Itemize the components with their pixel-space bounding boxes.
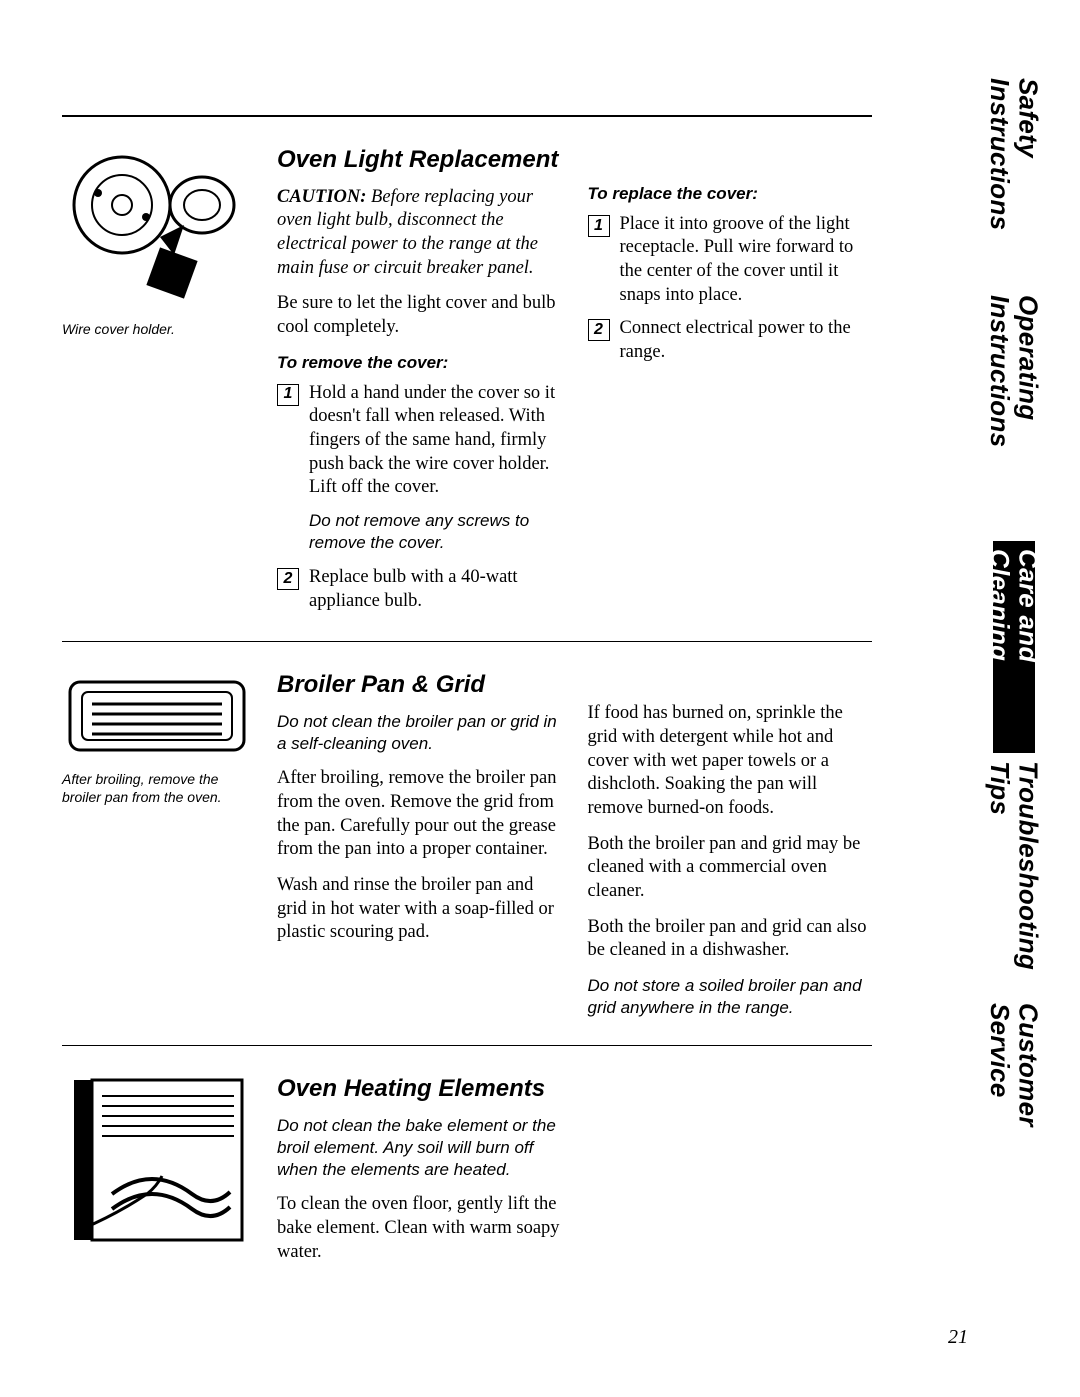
text-columns: Oven Light Replacement CAUTION: Before r… (277, 145, 872, 623)
broiler-p5: Both the broiler pan and grid can also b… (588, 916, 873, 963)
caution-label: CAUTION: (277, 187, 366, 207)
page-content: Wire cover holder. Oven Light Replacemen… (62, 115, 872, 1276)
step-text: Replace bulb with a 40-watt appliance bu… (309, 566, 562, 613)
column-left: Oven Light Replacement CAUTION: Before r… (277, 145, 562, 623)
side-tab-strip: Safety Instructions Operating Instructio… (993, 70, 1035, 1200)
column-right (588, 1074, 873, 1276)
illustration-column (62, 1074, 277, 1276)
caution-paragraph: CAUTION: Before replacing your oven ligh… (277, 186, 562, 281)
text-columns: Broiler Pan & Grid Do not clean the broi… (277, 670, 872, 1031)
remove-note: Do not remove any screws to remove the c… (309, 510, 562, 554)
broiler-p2: Wash and rinse the broiler pan and grid … (277, 874, 562, 945)
broiler-note-1: Do not clean the broiler pan or grid in … (277, 711, 562, 755)
top-rule (62, 115, 872, 117)
elements-p1: To clean the oven floor, gently lift the… (277, 1193, 562, 1264)
tab-troubleshooting-tips[interactable]: Troubleshooting Tips (993, 753, 1035, 996)
oven-element-illustration (62, 1074, 252, 1249)
broiler-p1: After broiling, remove the broiler pan f… (277, 767, 562, 862)
remove-step-2: 2 Replace bulb with a 40-watt appliance … (277, 566, 562, 613)
tab-safety-instructions[interactable]: Safety Instructions (993, 70, 1035, 287)
section-divider (62, 1045, 872, 1046)
column-right: To replace the cover: 1 Place it into gr… (588, 145, 873, 623)
remove-step-1: 1 Hold a hand under the cover so it does… (277, 382, 562, 500)
section-divider (62, 641, 872, 642)
tab-care-and-cleaning[interactable]: Care and Cleaning (993, 541, 1035, 752)
section-title: Oven Light Replacement (277, 145, 562, 176)
manual-page: Safety Instructions Operating Instructio… (0, 0, 1080, 1397)
column-right: If food has burned on, sprinkle the grid… (588, 670, 873, 1031)
step-number-icon: 2 (277, 568, 299, 590)
replace-cover-heading: To replace the cover: (588, 183, 873, 205)
step-number-icon: 1 (588, 215, 610, 237)
illustration-caption: After broiling, remove the broiler pan f… (62, 771, 259, 806)
text-columns: Oven Heating Elements Do not clean the b… (277, 1074, 872, 1276)
step-number-icon: 2 (588, 319, 610, 341)
step-number-icon: 1 (277, 384, 299, 406)
illustration-caption: Wire cover holder. (62, 321, 259, 339)
replace-step-1: 1 Place it into groove of the light rece… (588, 213, 873, 308)
illustration-column: After broiling, remove the broiler pan f… (62, 670, 277, 1031)
section-heating-elements: Oven Heating Elements Do not clean the b… (62, 1074, 872, 1276)
page-number: 21 (948, 1326, 968, 1349)
remove-cover-heading: To remove the cover: (277, 352, 562, 374)
section-oven-light: Wire cover holder. Oven Light Replacemen… (62, 145, 872, 623)
illustration-column: Wire cover holder. (62, 145, 277, 623)
column-left: Oven Heating Elements Do not clean the b… (277, 1074, 562, 1276)
column-left: Broiler Pan & Grid Do not clean the broi… (277, 670, 562, 1031)
replace-step-2: 2 Connect electrical power to the range. (588, 317, 873, 364)
section-broiler-pan: After broiling, remove the broiler pan f… (62, 670, 872, 1031)
broiler-note-2: Do not store a soiled broiler pan and gr… (588, 975, 873, 1019)
elements-note: Do not clean the bake element or the bro… (277, 1115, 562, 1181)
cool-completely-text: Be sure to let the light cover and bulb … (277, 292, 562, 339)
step-text: Place it into groove of the light recept… (620, 213, 873, 308)
broiler-p4: Both the broiler pan and grid may be cle… (588, 833, 873, 904)
tab-operating-instructions[interactable]: Operating Instructions (993, 287, 1035, 542)
step-text: Connect electrical power to the range. (620, 317, 873, 364)
oven-light-illustration (62, 145, 252, 315)
broiler-p3: If food has burned on, sprinkle the grid… (588, 702, 873, 820)
section-title: Oven Heating Elements (277, 1074, 562, 1105)
section-title: Broiler Pan & Grid (277, 670, 562, 701)
broiler-pan-illustration (62, 670, 252, 765)
tab-customer-service[interactable]: Customer Service (993, 995, 1035, 1200)
step-text: Hold a hand under the cover so it doesn'… (309, 382, 562, 500)
